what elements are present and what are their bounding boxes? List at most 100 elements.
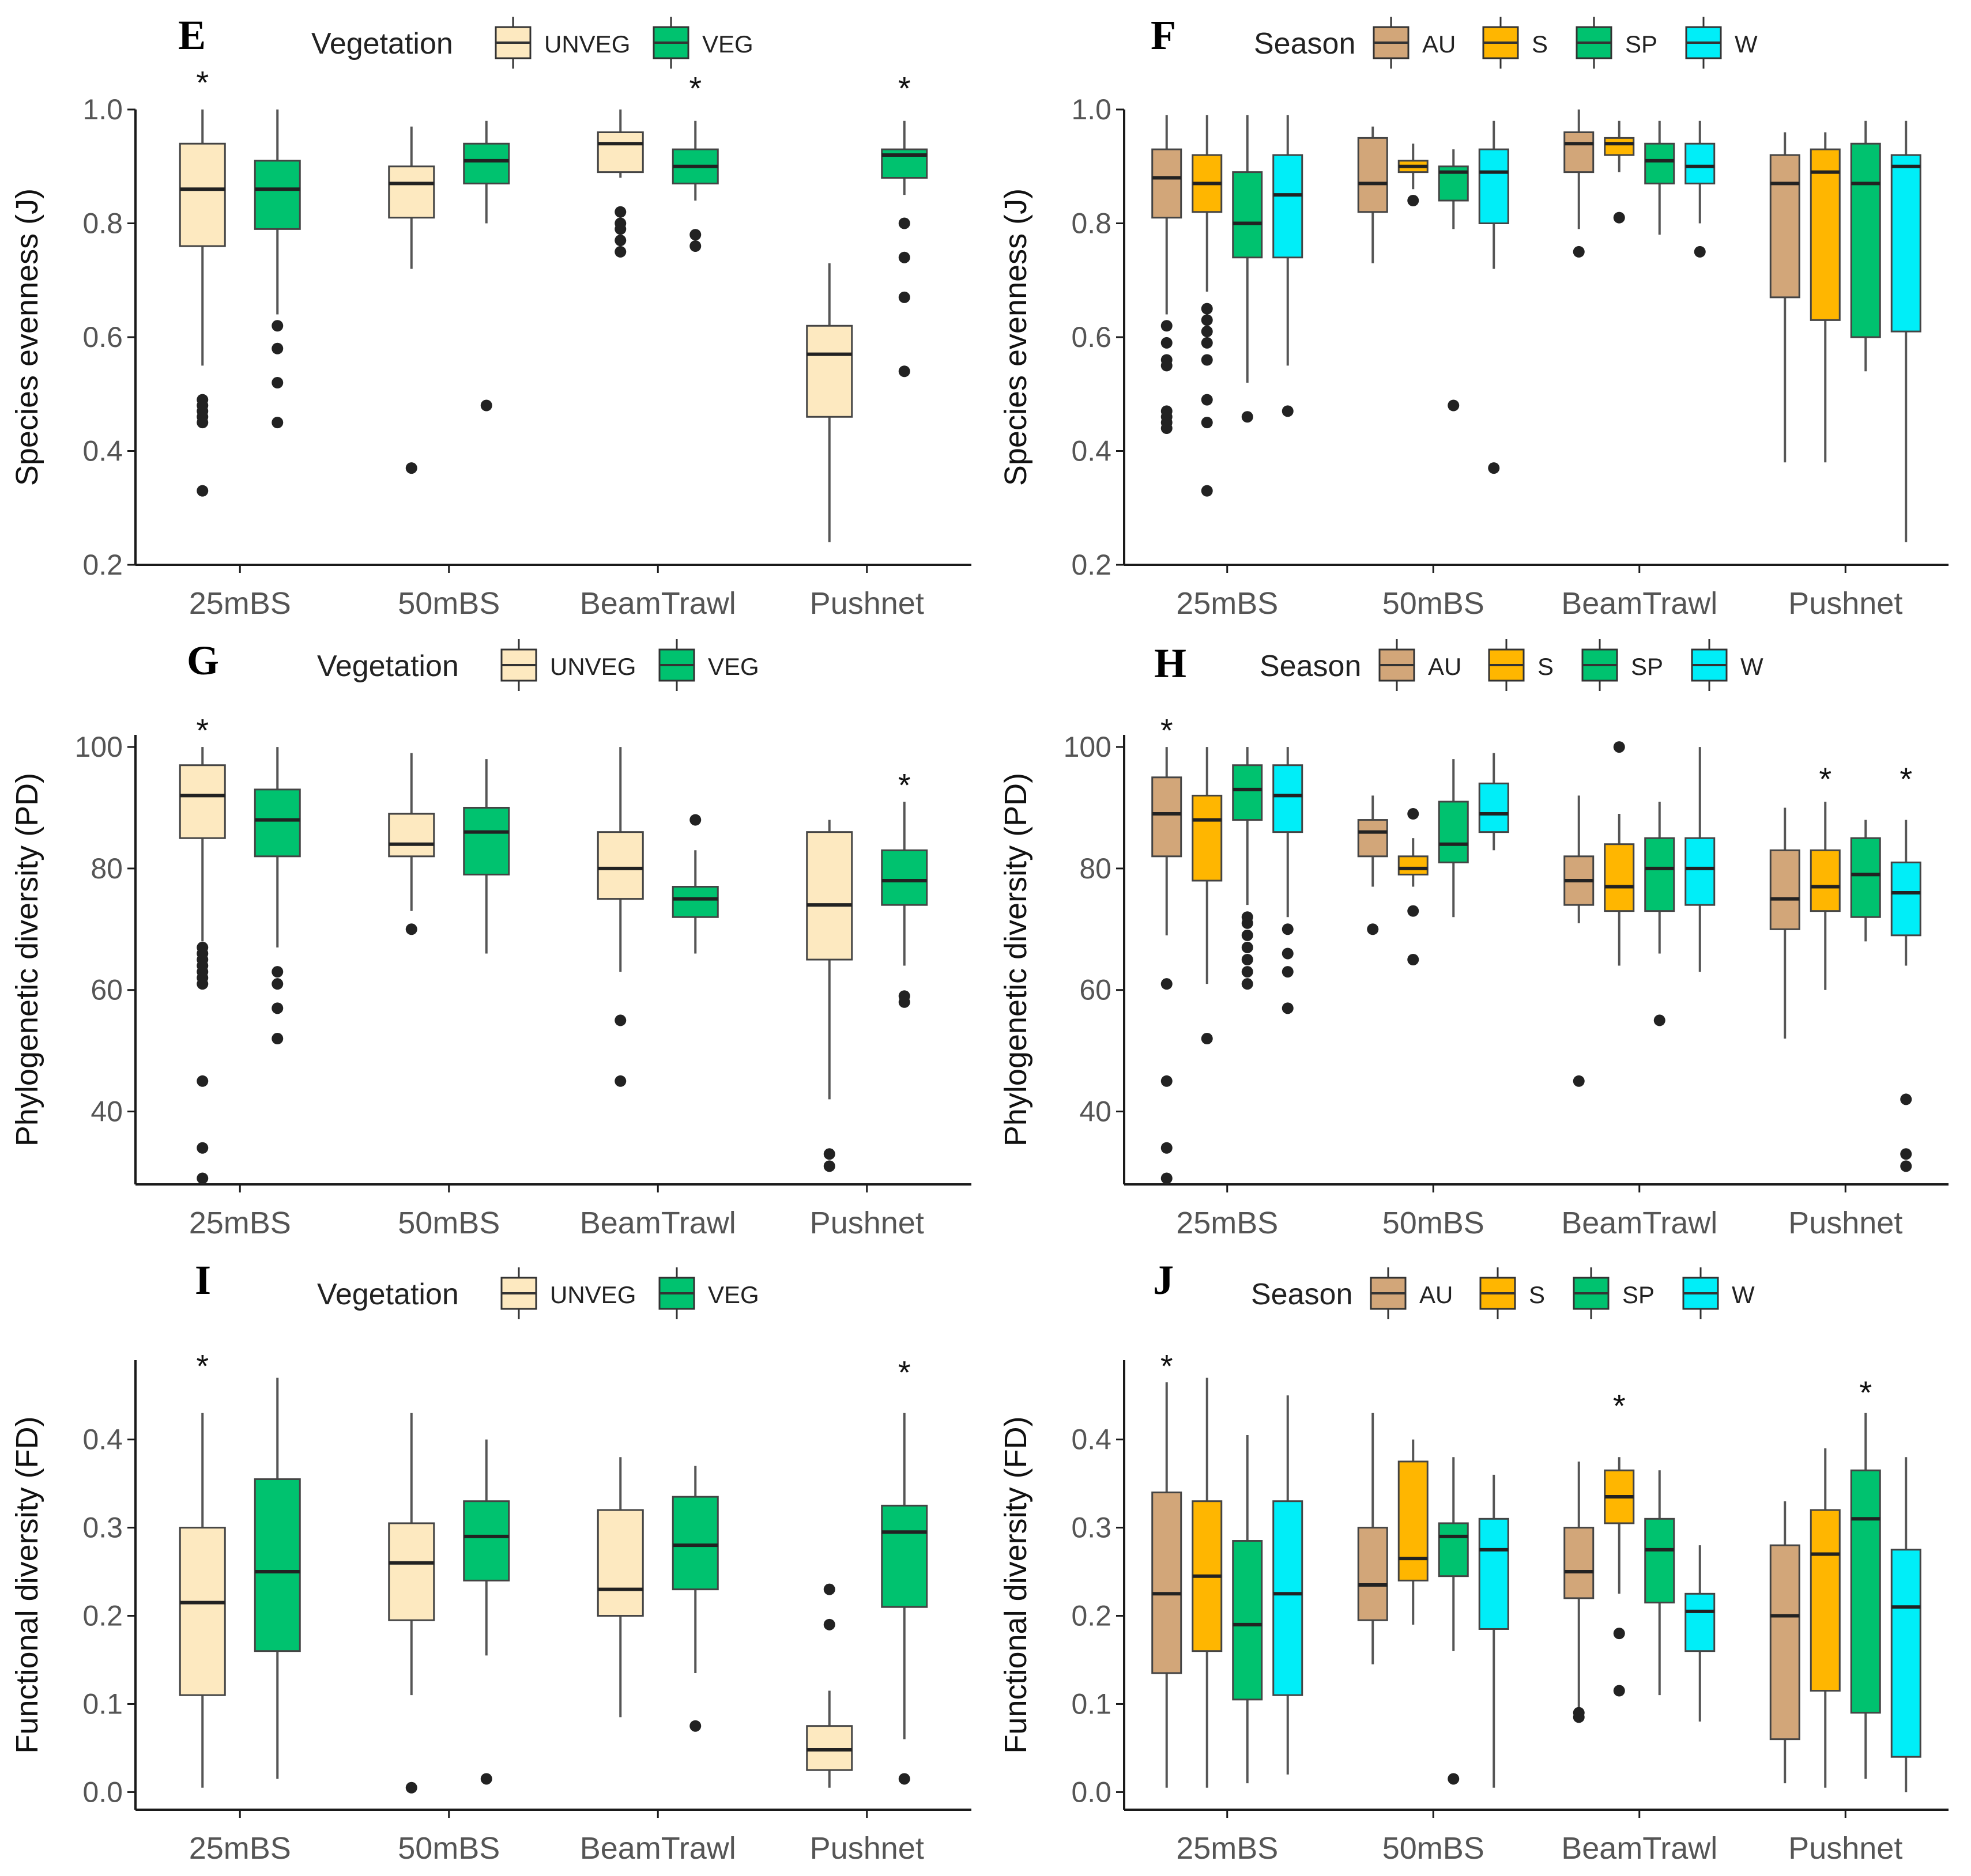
x-tick-label: BeamTrawl: [580, 586, 736, 621]
series-sp: [1232, 1413, 1881, 1785]
series-unveg: [179, 1413, 853, 1794]
box: [881, 849, 928, 906]
legend-title: Season: [1260, 650, 1361, 683]
box: [806, 1725, 853, 1771]
significance-marker: *: [898, 1354, 911, 1390]
series-w: [1272, 115, 1921, 542]
outlier-point: [1407, 195, 1419, 206]
series-w: [1272, 747, 1921, 1172]
outlier-point: [405, 462, 417, 474]
x-tick-label: Pushnet: [810, 1206, 924, 1240]
legend: Vegetation UNVEG VEG: [311, 17, 753, 69]
box: [1232, 171, 1263, 259]
outlier-point: [1160, 1075, 1173, 1087]
box: [1810, 148, 1841, 321]
x-tick-label: 50mBS: [1382, 586, 1484, 621]
x-tick-label: 50mBS: [398, 586, 500, 621]
box: [1438, 1522, 1469, 1577]
y-tick-label: 40: [91, 1096, 123, 1128]
box: [1684, 837, 1716, 906]
outlier-point: [898, 996, 910, 1008]
outlier-point: [1282, 966, 1294, 978]
outlier-point: [1900, 1148, 1912, 1160]
y-tick-label: 60: [91, 974, 123, 1006]
box: [1644, 1518, 1675, 1604]
series-w: [1272, 1395, 1921, 1792]
box: [1272, 1500, 1303, 1696]
box: [1850, 142, 1881, 338]
box: [179, 142, 226, 247]
box: [388, 165, 435, 219]
outlier-point: [1613, 1628, 1625, 1640]
significance-marker: *: [196, 712, 209, 748]
outlier-point: [1653, 1014, 1665, 1026]
x-tick-label: 25mBS: [1176, 586, 1278, 621]
box: [1769, 849, 1800, 930]
outlier-point: [898, 251, 910, 263]
outlier-point: [823, 1618, 835, 1630]
legend: Season AU S SP W: [1260, 639, 1763, 691]
outlier-point: [615, 1014, 627, 1026]
panel-I: I Vegetation UNVEG VEG 0.0 0.1 0.2 0.3 0.4 Functi…: [10, 1257, 971, 1866]
box: [1478, 148, 1509, 224]
outlier-point: [197, 1172, 209, 1184]
box: [179, 764, 226, 839]
box: [1151, 776, 1182, 858]
outlier-point: [1613, 1685, 1625, 1697]
x-tick-label: 50mBS: [1382, 1206, 1484, 1240]
outlier-point: [1694, 246, 1706, 258]
outlier-point: [615, 246, 627, 258]
outlier-point: [1241, 966, 1253, 978]
outlier-point: [197, 978, 209, 990]
series-s: [1192, 115, 1841, 497]
significance-marker: *: [689, 70, 702, 107]
box: [463, 1500, 510, 1581]
y-tick-label: 0.1: [82, 1688, 123, 1720]
y-tick-label: 1.0: [82, 93, 123, 126]
legend-label-unveg: UNVEG: [550, 653, 636, 680]
outlier-point: [898, 291, 910, 303]
box: [806, 831, 853, 961]
outlier-point: [1282, 948, 1294, 960]
y-tick-label: 0.2: [82, 549, 123, 581]
significance-marker: *: [898, 70, 911, 107]
y-axis-label: Functional diversity (FD): [10, 1416, 44, 1753]
y-tick-label: 0.0: [1071, 1776, 1111, 1808]
outlier-point: [480, 1773, 492, 1785]
box: [1232, 1540, 1263, 1701]
x-tick-label: Pushnet: [810, 1831, 924, 1866]
legend-label-w: W: [1732, 1281, 1755, 1308]
panel-letter: J: [1153, 1257, 1174, 1303]
y-tick-label: 60: [1079, 974, 1111, 1006]
significance-marker: *: [196, 1348, 209, 1384]
outlier-point: [272, 342, 284, 354]
x-tick-label: BeamTrawl: [1561, 1206, 1717, 1240]
outlier-point: [1201, 303, 1213, 315]
outlier-point: [1160, 360, 1173, 372]
y-tick-label: 0.2: [1071, 549, 1111, 581]
outlier-point: [1448, 1773, 1460, 1785]
outlier-point: [1573, 1711, 1585, 1723]
y-axis-label: Phylogenetic diversity (PD): [998, 773, 1033, 1146]
panel-letter: G: [187, 637, 219, 684]
outlier-point: [1900, 1160, 1912, 1172]
outlier-point: [405, 923, 417, 935]
outlier-point: [1241, 941, 1253, 953]
outlier-point: [272, 377, 284, 388]
significance-marker: *: [1160, 712, 1173, 748]
box: [1272, 154, 1303, 259]
legend-label-au: AU: [1422, 31, 1456, 58]
legend: Season AU S SP W: [1254, 17, 1758, 69]
y-axis-label: Phylogenetic diversity (PD): [10, 773, 44, 1146]
outlier-point: [1201, 354, 1213, 366]
box: [1769, 154, 1800, 299]
legend-label-veg: VEG: [708, 1281, 759, 1308]
y-tick-label: 0.1: [1071, 1688, 1111, 1720]
box: [1684, 142, 1716, 184]
outlier-point: [480, 399, 492, 412]
y-axis-label: Functional diversity (FD): [998, 1416, 1033, 1753]
outlier-point: [272, 417, 284, 429]
box: [1604, 843, 1635, 912]
x-tick-label: 50mBS: [398, 1206, 500, 1240]
x-tick-label: 25mBS: [1176, 1831, 1278, 1866]
